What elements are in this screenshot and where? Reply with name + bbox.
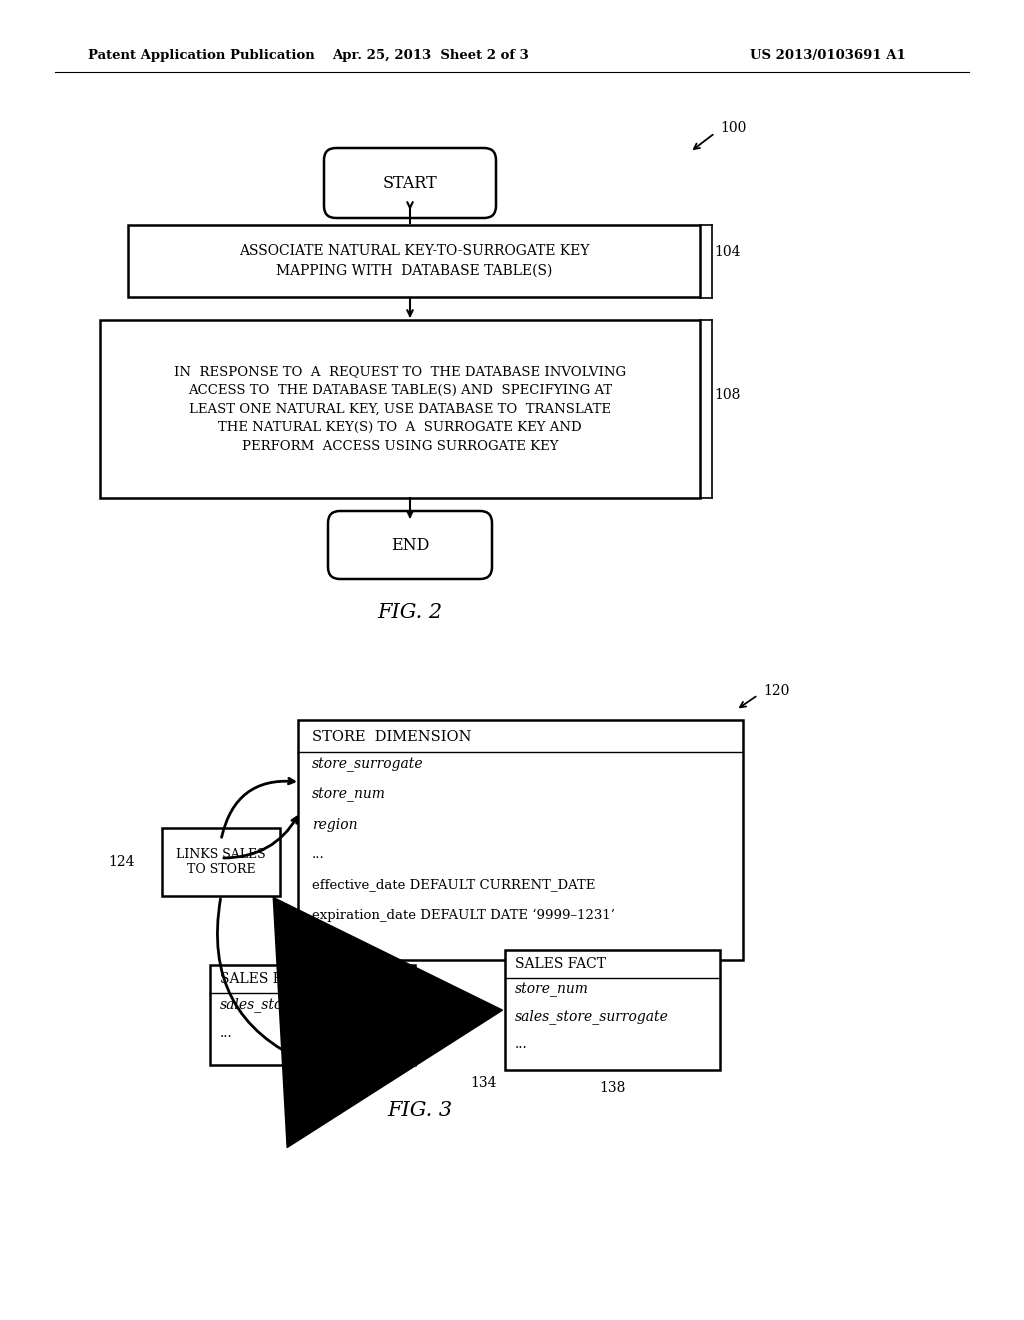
Text: region: region	[312, 818, 357, 832]
Bar	[210, 965, 415, 1065]
Text: LINKS SALES
TO STORE: LINKS SALES TO STORE	[176, 847, 266, 876]
Text: IN  RESPONSE TO  A  REQUEST TO  THE DATABASE INVOLVING
ACCESS TO  THE DATABASE T: IN RESPONSE TO A REQUEST TO THE DATABASE…	[174, 366, 626, 453]
FancyBboxPatch shape	[324, 148, 496, 218]
Text: SALES FACT: SALES FACT	[515, 957, 606, 972]
Text: ...: ...	[220, 1026, 232, 1040]
Text: 104: 104	[714, 246, 740, 259]
Text: 124: 124	[108, 855, 134, 869]
FancyBboxPatch shape	[328, 511, 492, 579]
Text: START: START	[383, 174, 437, 191]
Text: 108: 108	[714, 388, 740, 403]
Text: FIG. 3: FIG. 3	[387, 1101, 453, 1119]
Text: ...: ...	[312, 849, 325, 862]
Text: 120: 120	[763, 684, 790, 698]
Text: sales_store_surrogate: sales_store_surrogate	[220, 998, 374, 1012]
Text: ASSOCIATE NATURAL KEY-TO-SURROGATE KEY
MAPPING WITH  DATABASE TABLE(S): ASSOCIATE NATURAL KEY-TO-SURROGATE KEY M…	[239, 244, 589, 277]
Text: sales_store_surrogate: sales_store_surrogate	[515, 1010, 669, 1024]
Text: store_num: store_num	[312, 788, 386, 803]
Text: expiration_date DEFAULT DATE ‘9999–1231’: expiration_date DEFAULT DATE ‘9999–1231’	[312, 908, 615, 921]
Bar	[100, 319, 700, 498]
Text: store_surrogate: store_surrogate	[312, 758, 424, 772]
Text: 138: 138	[599, 1081, 626, 1096]
Text: Apr. 25, 2013  Sheet 2 of 3: Apr. 25, 2013 Sheet 2 of 3	[332, 49, 528, 62]
Text: 130: 130	[299, 1076, 326, 1090]
Text: ...: ...	[515, 1038, 527, 1051]
Text: store_num: store_num	[515, 983, 589, 997]
Text: 100: 100	[720, 121, 746, 135]
Text: effective_date DEFAULT CURRENT_DATE: effective_date DEFAULT CURRENT_DATE	[312, 879, 595, 891]
Text: FIG. 2: FIG. 2	[378, 602, 442, 622]
Bar	[128, 224, 700, 297]
Bar	[505, 950, 720, 1071]
Bar	[298, 719, 743, 960]
Bar	[162, 828, 280, 896]
Text: STORE  DIMENSION: STORE DIMENSION	[312, 730, 471, 744]
Text: 134: 134	[470, 1076, 497, 1090]
Text: SALES FACT: SALES FACT	[220, 972, 311, 986]
Text: US 2013/0103691 A1: US 2013/0103691 A1	[750, 49, 906, 62]
Text: Patent Application Publication: Patent Application Publication	[88, 49, 314, 62]
Text: END: END	[391, 536, 429, 553]
